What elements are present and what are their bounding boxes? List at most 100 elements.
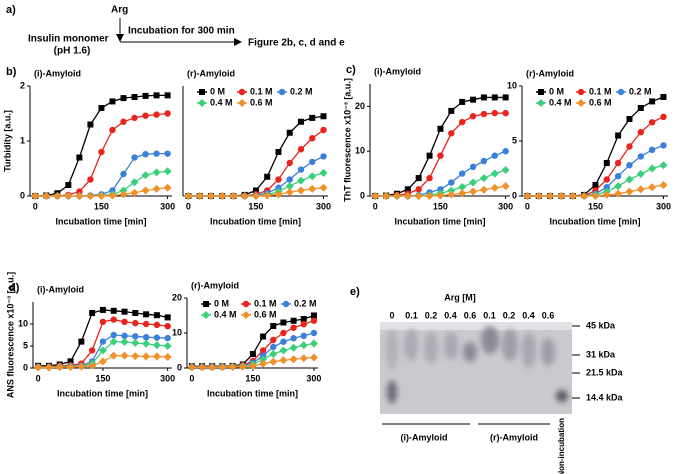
point	[614, 173, 622, 180]
y-tick-label: 0	[20, 190, 25, 200]
point	[580, 192, 589, 200]
point	[270, 323, 277, 329]
start-label: Insulin monomer	[28, 34, 109, 45]
y-tick-label: 5	[23, 340, 28, 350]
y-tick-label: 10	[18, 318, 28, 328]
point	[76, 188, 83, 195]
point	[77, 362, 86, 371]
point	[458, 183, 467, 192]
legend-marker	[617, 88, 625, 96]
point	[437, 152, 444, 159]
point	[534, 192, 543, 200]
point	[34, 363, 43, 372]
point	[131, 352, 140, 361]
y-tick-label: 20	[355, 101, 365, 111]
x-tick-label: 300	[498, 201, 513, 211]
point	[502, 94, 509, 101]
start-note: (pH 1.6)	[54, 46, 91, 57]
point	[270, 343, 277, 351]
point	[121, 332, 128, 340]
point	[119, 190, 128, 199]
point	[501, 182, 510, 191]
chart-title: (i)-Amyloid	[374, 66, 421, 76]
lane-label: 0.1	[405, 310, 418, 320]
point	[252, 187, 259, 194]
lane-label: 0.2	[425, 310, 438, 320]
point	[648, 119, 656, 126]
point	[280, 329, 287, 337]
point	[458, 170, 466, 177]
point	[297, 118, 304, 125]
point	[120, 95, 127, 102]
legend-marker	[202, 311, 210, 319]
point	[297, 146, 305, 153]
point	[297, 166, 305, 173]
point	[603, 184, 610, 191]
point	[280, 338, 287, 345]
point	[87, 176, 94, 183]
point	[120, 118, 127, 125]
x-tick-label: 300	[316, 201, 331, 211]
point	[470, 96, 477, 103]
point	[371, 192, 380, 200]
point	[153, 334, 161, 341]
point	[469, 163, 477, 171]
x-tick-label: 150	[248, 201, 263, 211]
y-tick-label: 10	[355, 146, 365, 156]
legend-label: 0.2 M	[294, 298, 317, 308]
y-tick-label: 20	[172, 292, 182, 302]
point	[259, 347, 267, 354]
point	[285, 188, 294, 197]
point	[121, 318, 128, 325]
point	[99, 318, 107, 325]
point	[259, 359, 268, 368]
point	[286, 176, 293, 183]
point	[275, 176, 282, 183]
point	[404, 186, 411, 193]
point	[480, 94, 487, 101]
point	[320, 113, 327, 120]
point	[310, 317, 318, 324]
chart-title: (r)-Amyloid	[191, 280, 239, 290]
group-label: (i)-Amyloid	[401, 432, 448, 442]
point	[109, 337, 118, 346]
point	[98, 148, 105, 156]
point	[131, 114, 138, 122]
point	[308, 184, 317, 193]
point	[480, 157, 488, 165]
point	[206, 192, 215, 200]
chart-title: (i)-Amyloid	[34, 68, 81, 78]
point	[480, 110, 488, 118]
point	[320, 126, 327, 134]
legend-marker	[577, 88, 585, 96]
x-axis-label: Incubation time [min]	[210, 216, 301, 226]
x-tick-label: 0	[33, 201, 38, 211]
point	[31, 192, 40, 200]
point	[141, 186, 150, 195]
legend-marker	[242, 300, 250, 308]
y-axis-label: ANS fluorescence x10⁻³ [a.u.]	[5, 272, 15, 398]
y-tick-label: 0	[23, 362, 28, 372]
point	[131, 154, 138, 161]
x-axis-label: Incubation time [min]	[550, 216, 641, 226]
point	[660, 142, 667, 149]
point	[279, 356, 288, 365]
point	[501, 166, 510, 175]
point	[240, 192, 249, 200]
point	[187, 363, 196, 372]
point	[142, 334, 150, 341]
point	[142, 151, 149, 158]
point	[132, 333, 139, 340]
legend-label: 0.1 M	[589, 86, 612, 96]
point	[310, 329, 318, 337]
point	[557, 192, 566, 200]
marker-label: 21.5 kDa	[586, 367, 624, 377]
point	[458, 118, 466, 126]
end-label: Figure 2b, c, d and e	[248, 38, 345, 49]
point	[436, 191, 445, 200]
point	[448, 179, 455, 186]
legend-label: 0.4 M	[210, 97, 233, 107]
point	[309, 135, 316, 142]
point	[164, 110, 171, 117]
